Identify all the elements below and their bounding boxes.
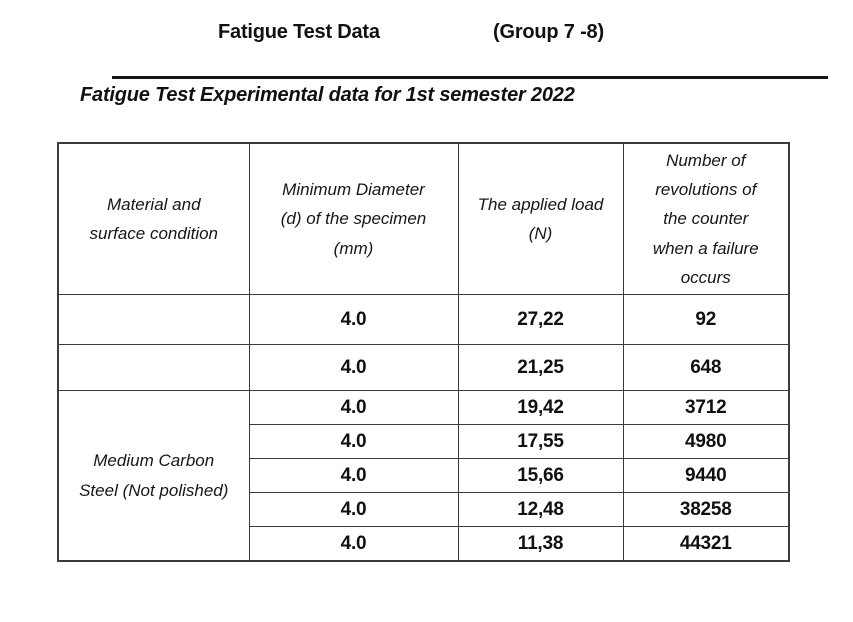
- load-cell: 11,38: [457, 526, 624, 562]
- revolutions-cell: 4980: [622, 424, 790, 459]
- page-title: Fatigue Test Data: [218, 21, 380, 43]
- diameter-cell: 4.0: [248, 294, 459, 345]
- table-row: 4.0 12,48 38258: [58, 492, 790, 527]
- load-cell: 19,42: [457, 390, 624, 425]
- table-row: 4.0 27,22 92: [57, 294, 790, 345]
- column-header-load: The applied load (N): [457, 142, 624, 295]
- table-row: 4.0 15,66 9440: [58, 458, 790, 493]
- table-row: 4.0 11,38 44321: [58, 526, 790, 562]
- table-caption: Fatigue Test Experimental data for 1st s…: [80, 84, 575, 106]
- diameter-cell: 4.0: [248, 458, 459, 493]
- diameter-cell: 4.0: [248, 390, 459, 425]
- load-cell: 12,48: [457, 492, 624, 527]
- diameter-cell: 4.0: [248, 344, 459, 391]
- column-header-revolutions: Number of revolutions of the counter whe…: [622, 142, 790, 295]
- diameter-cell: 4.0: [248, 526, 459, 562]
- revolutions-cell: 44321: [622, 526, 790, 562]
- load-cell: 27,22: [457, 294, 624, 345]
- column-header-diameter: Minimum Diameter (d) of the specimen (mm…: [248, 142, 459, 295]
- revolutions-cell: 38258: [622, 492, 790, 527]
- table-row: 4.0 21,25 648: [57, 344, 790, 391]
- table-row: Medium Carbon Steel (Not polished) 4.0 1…: [57, 390, 790, 562]
- group-label: (Group 7 -8): [493, 21, 604, 43]
- revolutions-cell: 3712: [622, 390, 790, 425]
- material-cell: Medium Carbon Steel (Not polished): [57, 390, 250, 562]
- revolutions-cell: 9440: [622, 458, 790, 493]
- diameter-cell: 4.0: [248, 492, 459, 527]
- material-cell-empty: [57, 294, 250, 345]
- revolutions-cell: 648: [622, 344, 790, 391]
- diameter-cell: 4.0: [248, 424, 459, 459]
- table-row: 4.0 17,55 4980: [58, 424, 790, 459]
- fatigue-data-table: Material and surface condition Minimum D…: [57, 142, 790, 562]
- revolutions-cell: 92: [622, 294, 790, 345]
- load-cell: 21,25: [457, 344, 624, 391]
- load-cell: 17,55: [457, 424, 624, 459]
- material-cell-empty: [57, 344, 250, 391]
- column-header-material: Material and surface condition: [57, 142, 250, 295]
- load-cell: 15,66: [457, 458, 624, 493]
- horizontal-rule: [112, 76, 828, 79]
- table-header-row: Material and surface condition Minimum D…: [57, 142, 790, 295]
